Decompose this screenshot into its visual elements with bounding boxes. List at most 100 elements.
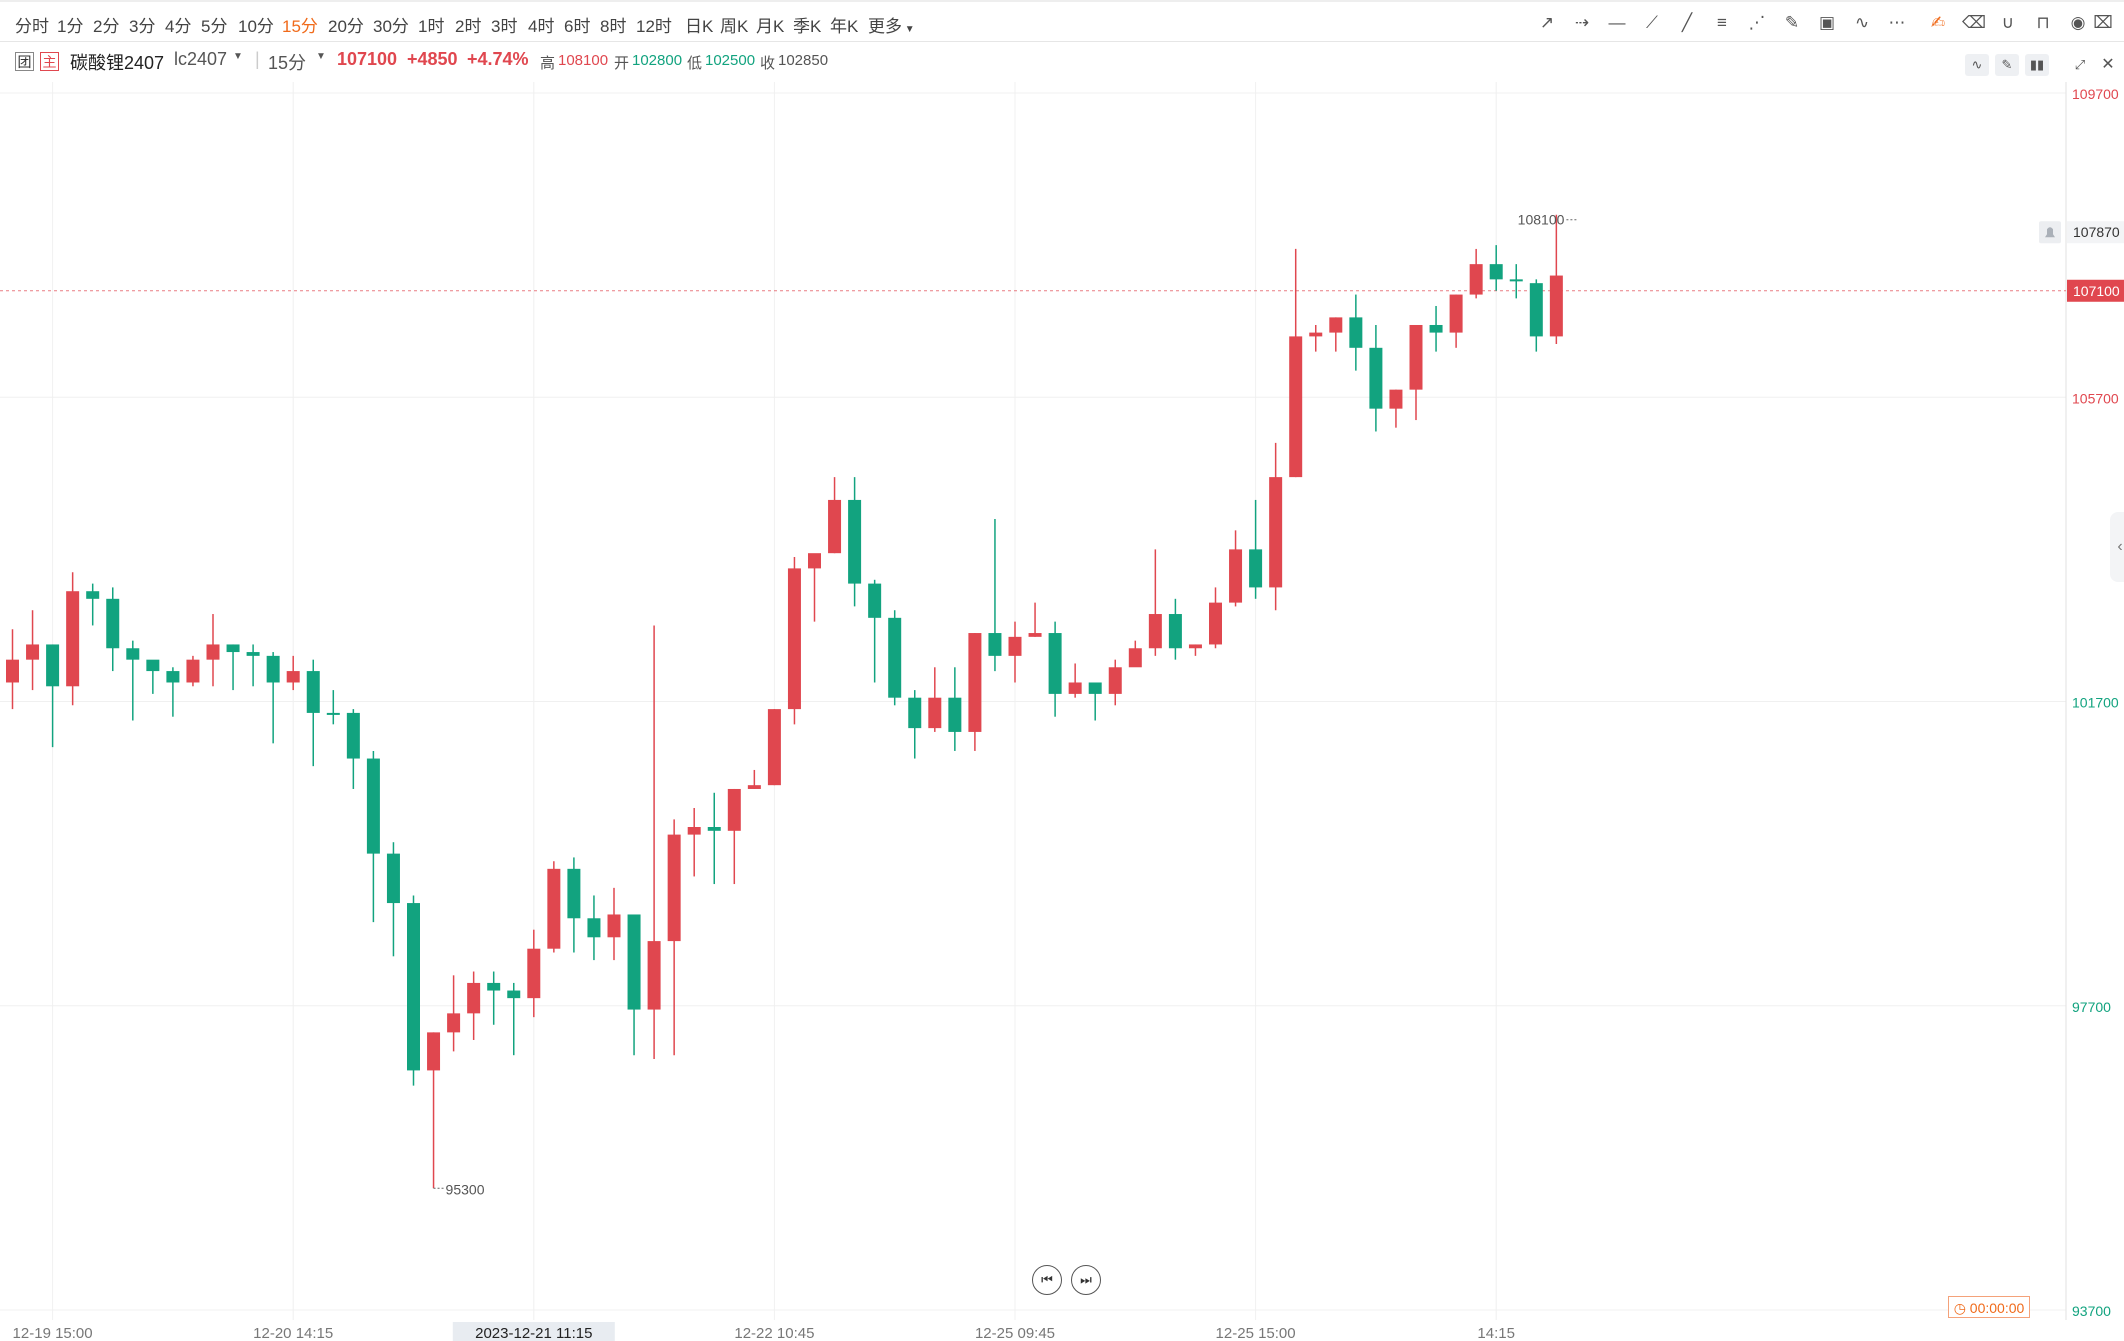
period-tab[interactable]: 4时 [528,17,555,36]
period-tab[interactable]: 季K [793,17,822,36]
collapse-panel-chevron-left-icon[interactable]: ‹ [2110,512,2124,582]
horizontal-line-icon[interactable]: — [1608,13,1626,32]
candle-body [407,903,420,1071]
dashed-ray-icon[interactable]: ⇢ [1574,13,1590,32]
period-tab[interactable]: 10分 [238,17,274,36]
candle-body [888,617,902,698]
magnet-icon[interactable]: ∪ [2001,13,2015,32]
draw-pen-icon[interactable]: ✎ [1995,54,2019,76]
period-tab[interactable]: 年K [830,17,859,36]
candle-body [808,553,821,569]
candle-body [1289,336,1303,478]
scroll-to-end-icon[interactable]: ⏭ [1071,1265,1101,1295]
scroll-to-start-icon[interactable]: ⏮ [1032,1265,1062,1295]
close-icon[interactable]: ✕ [2096,54,2120,76]
period-tab[interactable]: 2分 [93,17,120,36]
candle-body [1128,648,1142,668]
candle-body [1148,614,1162,649]
lock-icon[interactable]: ⊓ [2036,13,2050,32]
candle-body [1509,279,1523,282]
group-tag[interactable]: 团 [15,52,34,71]
candle-body [1449,294,1463,333]
candle-style-icon[interactable]: ▮▮ [2025,54,2049,76]
period-tab[interactable]: 5分 [201,17,228,36]
candle-body [747,785,761,789]
period-tab[interactable]: 8时 [600,17,627,36]
segment-icon[interactable]: ⟋ [1646,13,1658,32]
expand-icon[interactable]: ⤢ [2068,54,2092,76]
candle-body [1188,644,1202,649]
chevron-down-icon: ▼ [902,24,915,35]
gann-fan-icon[interactable]: ⋰ [1748,13,1766,32]
candle-body [968,633,982,732]
period-tab[interactable]: 30分 [373,17,409,36]
candle-body [547,868,561,949]
period-dropdown-icon[interactable]: ▼ [316,51,326,62]
period-tab[interactable]: 周K [720,17,749,36]
x-tick-label: 12-20 14:15 [253,1325,333,1341]
period-tab[interactable]: 12时 [636,17,672,36]
low-value: 102500 [705,52,756,69]
brush-icon[interactable]: ✎ [1784,13,1800,32]
trash-icon[interactable]: ⌧ [2093,13,2113,32]
candle-body [467,982,481,1014]
more-dots-icon[interactable]: ⋯ [1888,13,1906,32]
period-tab[interactable]: 1时 [418,17,445,36]
period-tab[interactable]: 分时 [15,17,49,36]
edit-pen-icon[interactable]: ✍ [1930,13,1946,32]
instrument-dropdown-icon[interactable]: ▼ [233,51,243,62]
period-tab[interactable]: 6时 [564,17,591,36]
image-icon[interactable]: ▣ [1818,13,1836,32]
period-tab[interactable]: 日K [685,17,714,36]
trend-icon[interactable]: ∿ [1854,13,1870,32]
candle-body [687,827,701,835]
candle-body [66,591,80,687]
x-tick-label: 14:15 [1477,1325,1515,1341]
candle-body [1489,264,1503,280]
period-tab[interactable]: 4分 [165,17,192,36]
fibonacci-icon[interactable]: ≡ [1717,13,1727,32]
current-price-tag [2067,279,2124,302]
x-label-highlight [452,1322,615,1341]
x-tick-label: 12-25 15:00 [1216,1325,1296,1341]
period-selector[interactable]: 15分 [268,53,307,73]
last-price: 107100 [337,49,398,69]
indicator-icon[interactable]: ∿ [1965,54,1989,76]
eye-icon[interactable]: ◉ [2070,13,2086,32]
candle-body [948,697,962,732]
candle-body [1429,324,1443,333]
candle-body [286,671,300,683]
candle-body [667,834,681,942]
main-contract-tag[interactable]: 主 [40,52,59,71]
instrument-code[interactable]: lc2407 [174,49,228,69]
instrument-name[interactable]: 碳酸锂2407 [70,53,165,73]
eraser-icon[interactable]: ⌫ [1962,13,1987,32]
close-value: 102850 [778,52,829,69]
ray-icon[interactable]: ╱ [1681,13,1693,32]
more-label: 更多 [868,17,902,36]
period-tab[interactable]: 20分 [328,17,364,36]
period-tab[interactable]: 月K [756,17,785,36]
period-tab[interactable]: 3时 [491,17,518,36]
candle-body [727,788,741,831]
candle-body [306,671,320,713]
period-tab[interactable]: 15分 [282,17,318,36]
candle-body [326,712,340,715]
period-tab[interactable]: 2时 [455,17,482,36]
candle-body [1209,602,1222,645]
candle-body [1309,332,1323,337]
candle-body [386,853,400,904]
period-tab[interactable]: 3分 [129,17,156,36]
candle-body [146,659,160,672]
alert-price-tag [2067,221,2124,244]
period-tab[interactable]: 1分 [57,17,84,36]
more-periods-button[interactable]: 更多 ▼ [868,12,915,37]
arrow-line-icon[interactable]: ↗ [1539,13,1555,32]
y-tick-label: 101700 [2072,695,2119,711]
candle-body [106,598,120,649]
divider: | [255,49,260,69]
candle-body [447,1013,461,1033]
close-label: 收 [760,55,776,72]
candle-body [848,499,862,584]
